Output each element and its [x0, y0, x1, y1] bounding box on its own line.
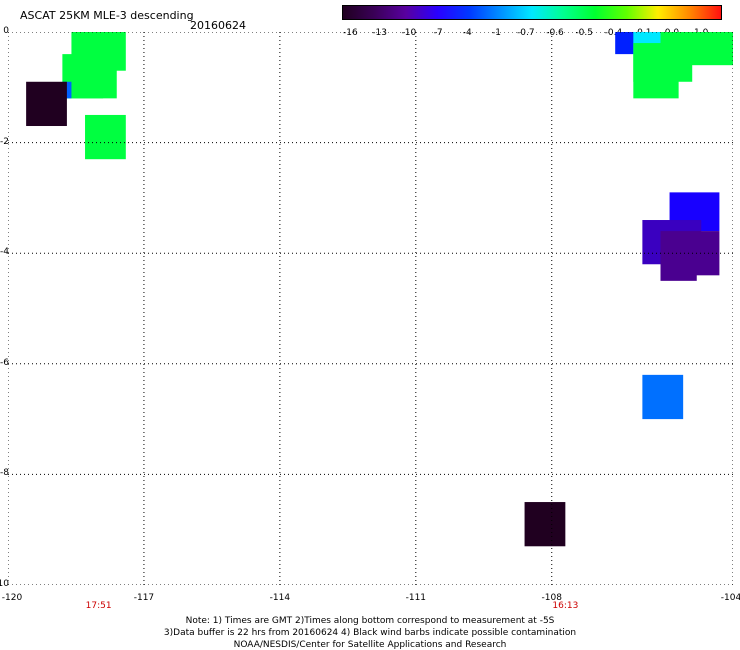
wind-cell: [642, 374, 684, 420]
colorbar-label: -0.4: [604, 28, 623, 38]
y-tick-label: 0: [3, 26, 9, 36]
colorbar-label: -10: [401, 28, 417, 38]
y-tick-label: -10: [0, 579, 9, 589]
x-tick-label: -114: [269, 593, 291, 603]
y-tick-label: -8: [0, 468, 9, 479]
colorbar-label: -1: [492, 28, 502, 38]
colorbar-label: -16: [343, 28, 358, 38]
y-tick-label: -4: [0, 247, 9, 258]
x-tick-label: -120: [1, 593, 23, 603]
y-tick-label: -6: [0, 357, 9, 368]
note-line-2: 3)Data buffer is 22 hrs from 20160624 4)…: [163, 628, 577, 638]
wind-cell: [62, 81, 104, 99]
map-title: ASCAT 25KM MLE-3 descending: [20, 9, 194, 22]
map-date: 20160624: [190, 19, 246, 32]
map-plot: [8, 32, 733, 585]
time-label: 16:13: [552, 601, 579, 611]
x-tick-label: -117: [133, 593, 155, 603]
colorbar-label: -7: [433, 28, 443, 38]
wind-cell: [633, 54, 679, 99]
colorbar-label: -0.7: [516, 28, 535, 38]
colorbar-label: -13: [372, 28, 387, 38]
colorbar: [342, 5, 722, 20]
y-tick-label: -2: [0, 136, 9, 147]
wind-cell: [524, 502, 566, 547]
colorbar-label: -0.6: [546, 28, 564, 38]
note-line-3: NOAA/NESDIS/Center for Satellite Applica…: [233, 640, 507, 650]
colorbar-label: -4: [462, 28, 472, 38]
x-tick-label: -104: [720, 593, 740, 603]
wind-cell: [683, 54, 733, 66]
colorbar-label: -0.5: [575, 28, 593, 38]
x-tick-label: -108: [541, 593, 562, 603]
wind-cell: [660, 231, 720, 276]
note-line-1: Note: 1) Times are GMT 2)Times along bot…: [185, 616, 555, 626]
wind-cell: [26, 81, 67, 127]
time-label: 17:51: [85, 601, 112, 611]
x-tick-label: -111: [405, 593, 427, 603]
wind-cell: [660, 269, 697, 281]
wind-cell: [85, 114, 126, 160]
